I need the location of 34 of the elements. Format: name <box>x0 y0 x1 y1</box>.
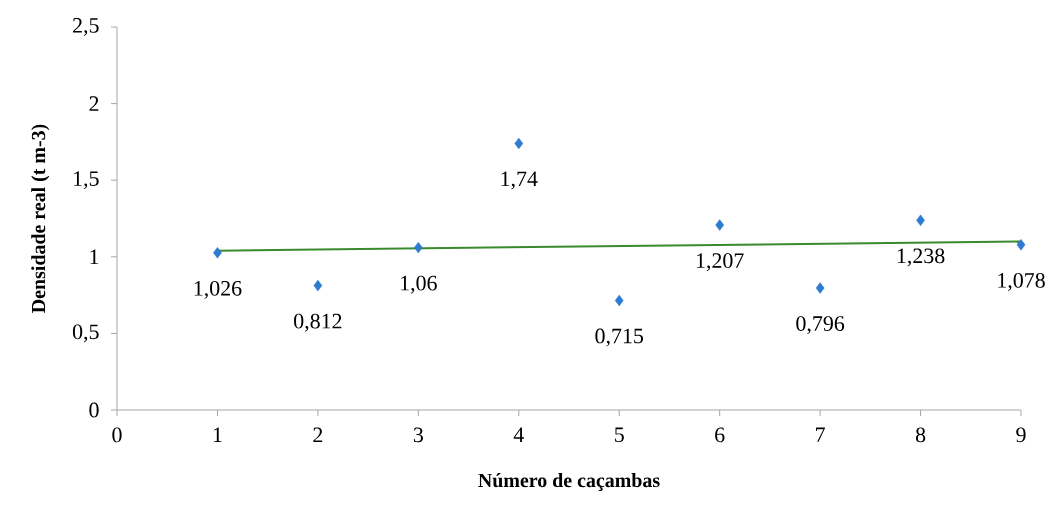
point <box>815 282 825 294</box>
x-tick-label: 5 <box>615 427 624 443</box>
point <box>213 247 222 259</box>
data-label: 1,207 <box>696 253 744 272</box>
x-tick-label: 2 <box>313 427 323 443</box>
y-tick-label: 1,5 <box>74 171 99 190</box>
x-tick-label: 8 <box>915 427 926 443</box>
x-axis-title: Número de caçambas <box>478 473 660 492</box>
data-label: 0,796 <box>796 316 845 335</box>
point <box>313 279 323 292</box>
x-tick-label: 4 <box>513 427 524 442</box>
point <box>715 219 724 231</box>
y-tick-label: 0,5 <box>72 324 99 343</box>
x-tick-label: 1 <box>213 427 222 442</box>
x-tick-label: 3 <box>413 427 423 443</box>
point <box>614 294 624 307</box>
y-tick-label: 2 <box>89 96 99 111</box>
data-label: 1,026 <box>194 280 242 299</box>
x-tick-label: 7 <box>816 427 825 442</box>
point <box>514 137 524 150</box>
x-tick-label: 9 <box>1016 427 1026 443</box>
x-tick-label: 6 <box>715 427 725 443</box>
y-axis-title: Densidade real (t m-3) <box>31 124 50 313</box>
data-label: 1,078 <box>998 272 1045 291</box>
data-label: 1,238 <box>897 248 945 267</box>
y-tick-label: 0 <box>89 402 99 418</box>
data-label: 0,715 <box>595 328 644 347</box>
data-label: 0,812 <box>294 313 342 332</box>
y-tick-label: 1 <box>90 249 99 265</box>
point <box>1016 239 1026 251</box>
y-tick-label: 2,5 <box>73 18 99 36</box>
data-label: 1,74 <box>501 171 538 190</box>
data-label: 1,06 <box>401 275 437 294</box>
x-tick-label: 0 <box>112 427 122 443</box>
